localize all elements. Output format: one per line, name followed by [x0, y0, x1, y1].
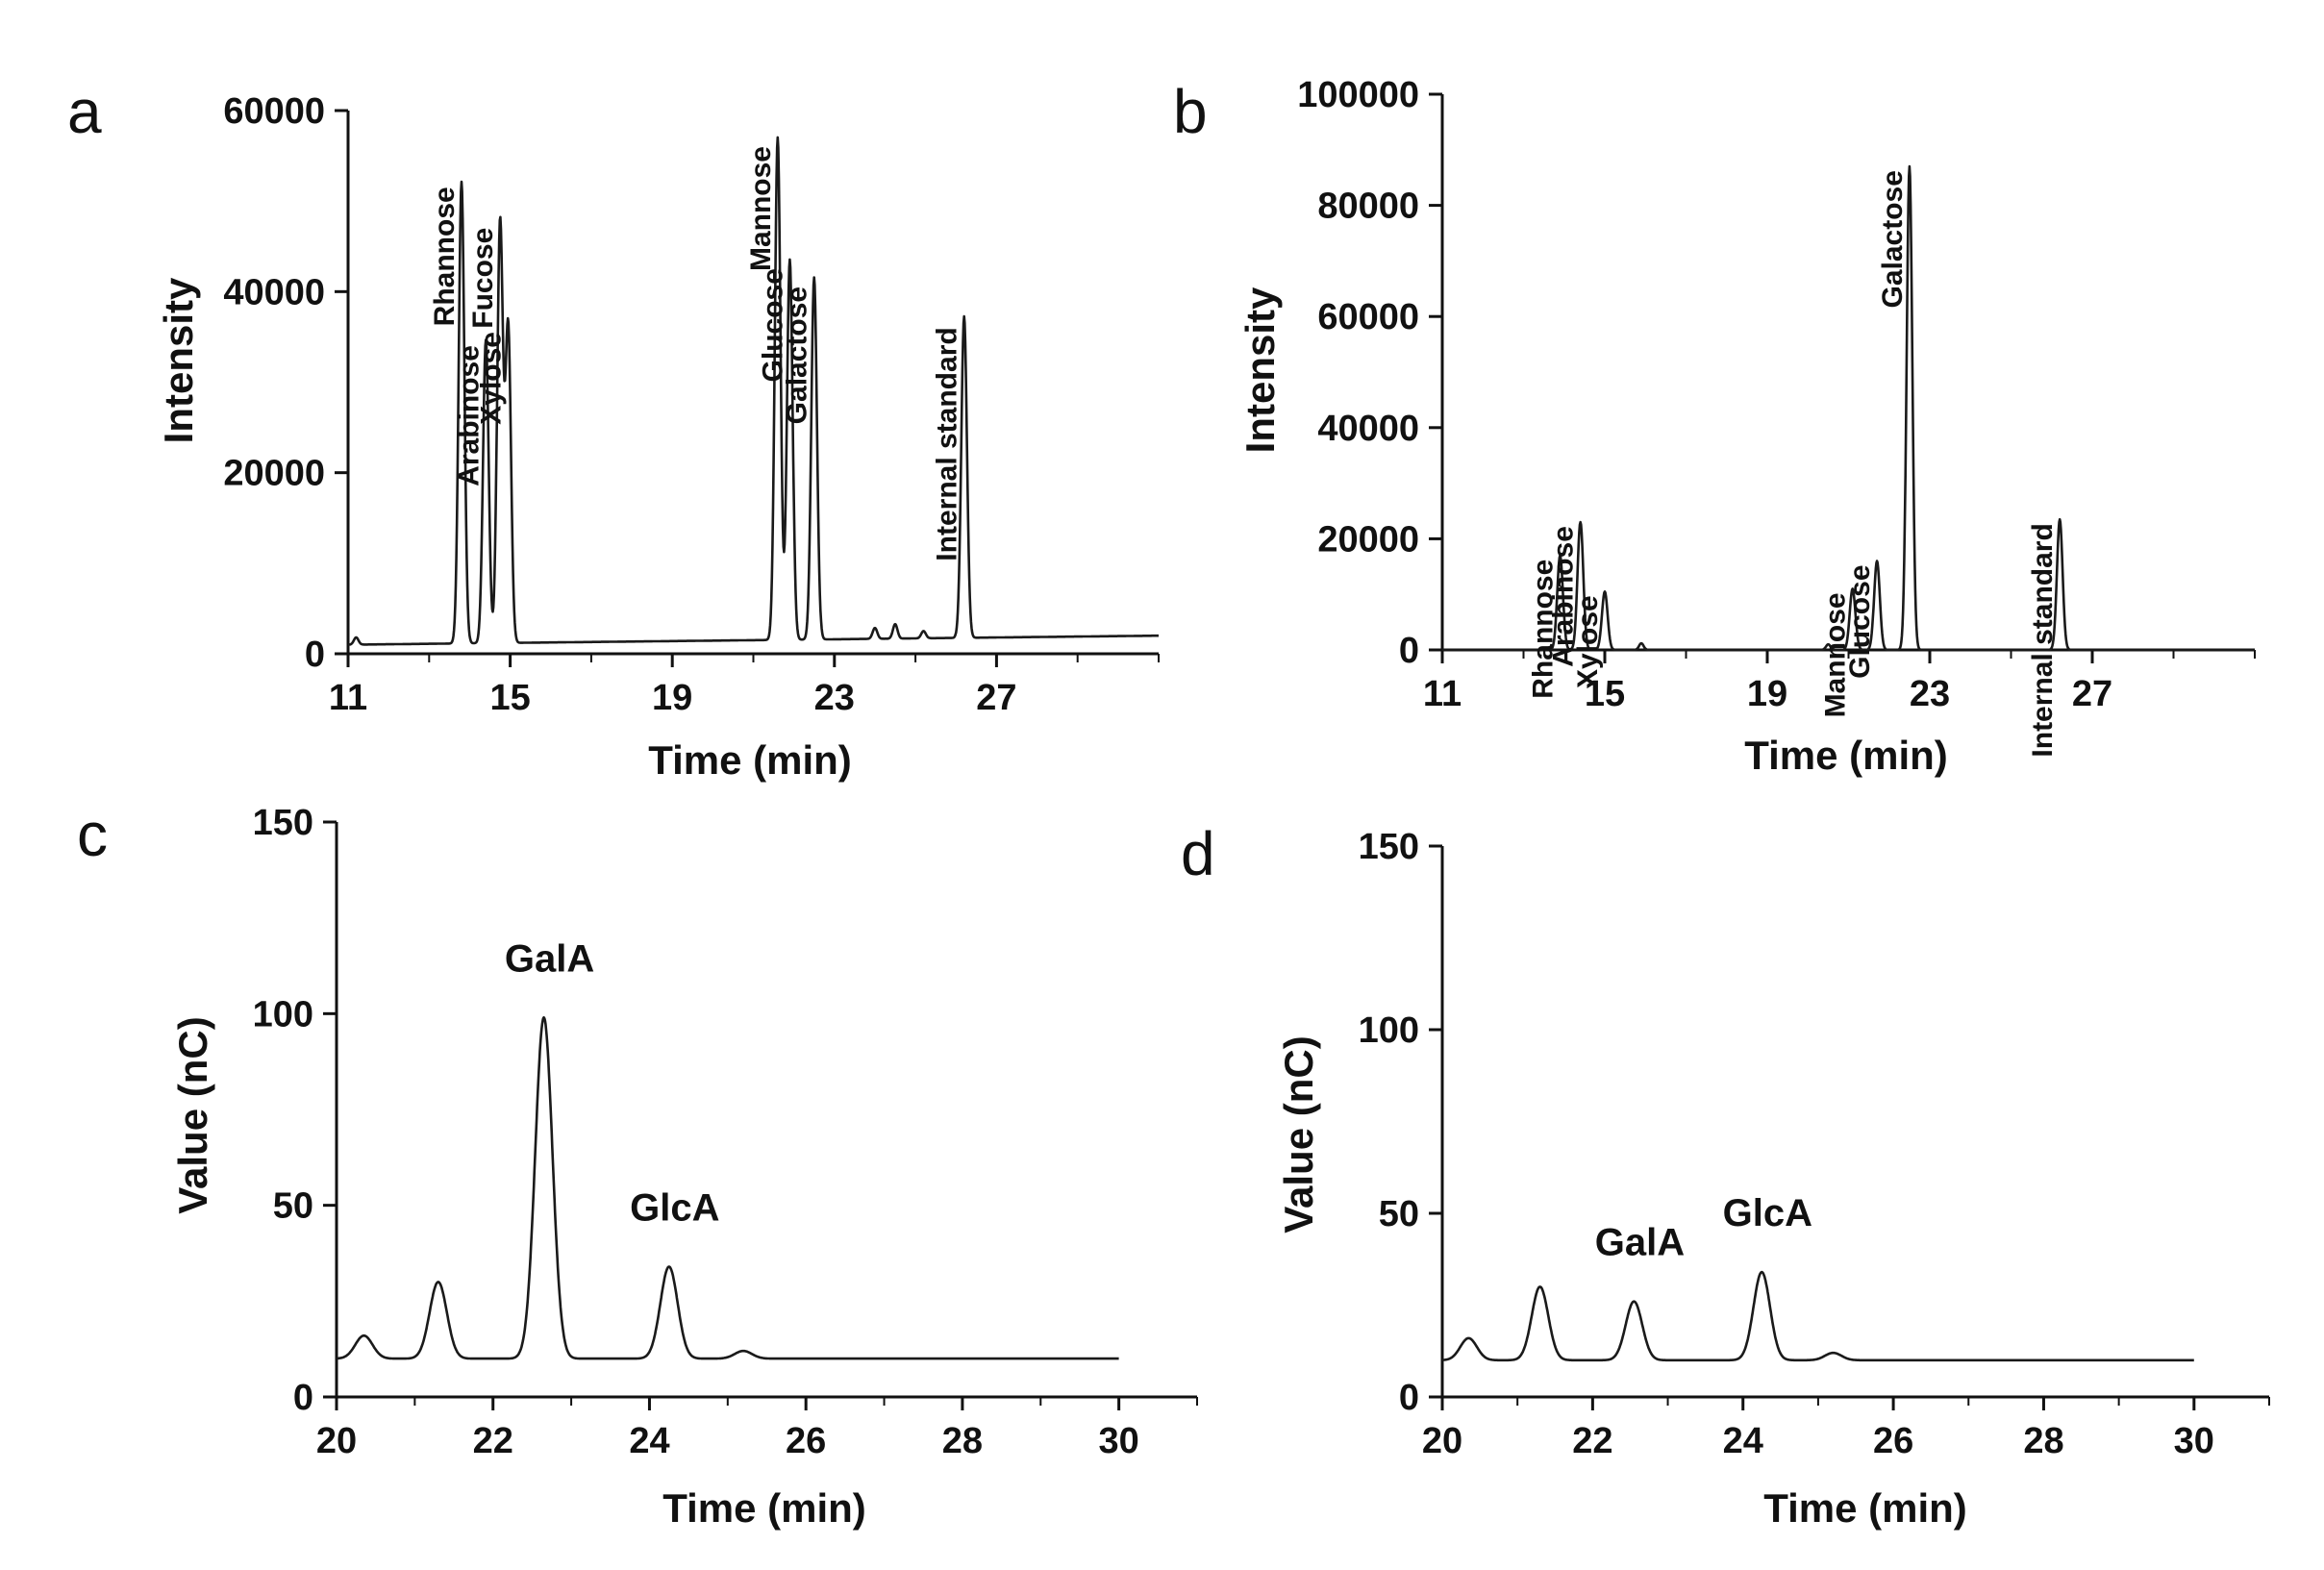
x-axis-label-c: Time (min)	[662, 1485, 866, 1531]
peak-label: Rhannose	[1528, 560, 1560, 699]
x-tick-label: 22	[473, 1421, 513, 1461]
panel-letter-d: d	[1181, 819, 1215, 888]
y-tick-label: 80000	[1317, 187, 1419, 227]
x-tick-label: 15	[489, 678, 530, 718]
x-tick-label: 28	[942, 1421, 983, 1461]
x-tick-label: 27	[2072, 674, 2112, 714]
x-tick-label: 30	[1098, 1421, 1138, 1461]
x-axis-label-d: Time (min)	[1763, 1485, 1967, 1531]
x-axis-ticks-d: 20 22 24 26 28 30	[1422, 1397, 2270, 1461]
x-axis-label-b: Time (min)	[1744, 733, 1948, 778]
panel-c: c 20 22 24 26 28 30 0 50 100 150 GalA GlcA Time (…	[77, 800, 1198, 1531]
chromatogram-trace	[336, 1016, 1120, 1360]
axes-d	[1440, 846, 2269, 1399]
peak-label: Galactose	[1877, 170, 1909, 308]
y-axis-label-c: Value (nC)	[170, 1016, 215, 1213]
trace-c	[336, 1016, 1120, 1360]
y-tick-label: 150	[253, 803, 313, 843]
y-tick-label: 100	[1359, 1010, 1419, 1051]
chromatogram-trace	[1441, 1270, 2195, 1362]
peak-label: Internal standard	[932, 327, 963, 561]
peak-label: Glucose	[1844, 565, 1876, 679]
y-tick-label: 20000	[1317, 519, 1419, 560]
x-tick-label: 28	[2023, 1421, 2063, 1461]
y-axis-ticks-d: 0 50 100 150	[1359, 827, 1442, 1418]
x-axis-ticks-c: 20 22 24 26 28 30	[316, 1397, 1198, 1461]
peak-label: Xylose	[1572, 595, 1604, 688]
panel-letter-c: c	[77, 800, 108, 869]
y-tick-label: 60000	[223, 91, 325, 132]
y-tick-label: 40000	[1317, 409, 1419, 449]
y-axis-label-d: Value (nC)	[1276, 1035, 1321, 1233]
y-tick-label: 60000	[1317, 297, 1419, 337]
x-tick-label: 19	[1747, 674, 1787, 714]
chromatogram-trace	[347, 136, 1160, 646]
x-tick-label: 11	[329, 678, 367, 718]
y-tick-label: 0	[1399, 1378, 1419, 1418]
y-tick-label: 50	[1379, 1194, 1419, 1234]
y-axis-label-b: Intensity	[1237, 287, 1283, 453]
panel-a: a 11 15 19 23 27 0 20000 40000 60000 Rhannose Ar…	[67, 77, 1160, 783]
x-tick-label: 23	[1910, 674, 1950, 714]
x-tick-label: 24	[629, 1421, 669, 1461]
peak-label: GlcA	[1723, 1192, 1812, 1234]
x-tick-label: 20	[1422, 1421, 1462, 1461]
x-axis-ticks-b: 11 15 19 23 27	[1423, 650, 2256, 714]
y-tick-label: 20000	[223, 454, 325, 494]
y-tick-label: 100	[253, 994, 313, 1034]
peak-labels-d: GalA GlcA	[1595, 1192, 1812, 1264]
panel-b: b 11 15 19 23 27 0 20000 40000 60000 80000 100000…	[1173, 75, 2256, 778]
peak-label: Galactose	[782, 287, 813, 424]
y-tick-label: 0	[293, 1378, 313, 1418]
peak-label: GalA	[1595, 1222, 1685, 1264]
y-axis-ticks-a: 0 20000 40000 60000	[223, 91, 348, 675]
x-tick-label: 15	[1585, 674, 1625, 714]
y-axis-ticks-c: 0 50 100 150	[253, 803, 337, 1418]
peak-label: GalA	[505, 937, 594, 980]
x-tick-label: 26	[786, 1421, 826, 1461]
x-tick-label: 27	[976, 678, 1016, 718]
x-tick-label: 22	[1572, 1421, 1612, 1461]
panel-letter-b: b	[1173, 77, 1208, 146]
peak-labels-c: GalA GlcA	[505, 937, 720, 1229]
x-axis-ticks-a: 11 15 19 23 27	[329, 654, 1160, 718]
trace-b	[1441, 164, 2256, 652]
y-tick-label: 100000	[1297, 75, 1419, 115]
chromatogram-trace	[1441, 164, 2256, 652]
axes-a	[346, 111, 1159, 656]
peak-label: Fucose	[467, 228, 499, 329]
x-tick-label: 23	[814, 678, 855, 718]
panel-d: d 20 22 24 26 28 30 0 50 100 150 GalA GlcA Time (…	[1181, 819, 2270, 1531]
trace-a	[347, 136, 1160, 646]
x-tick-label: 20	[316, 1421, 357, 1461]
y-tick-label: 0	[1399, 631, 1419, 671]
x-tick-label: 30	[2174, 1421, 2214, 1461]
y-axis-label-a: Intensity	[156, 277, 201, 443]
y-tick-label: 0	[305, 635, 325, 675]
axes-c	[335, 822, 1197, 1399]
x-axis-label-a: Time (min)	[648, 737, 852, 783]
peak-label: Rhannose	[429, 187, 461, 326]
peak-label: Internal standard	[2027, 523, 2059, 757]
y-axis-ticks-b: 0 20000 40000 60000 80000 100000	[1297, 75, 1442, 671]
x-tick-label: 26	[1873, 1421, 1913, 1461]
panel-letter-a: a	[67, 77, 102, 146]
peak-label: Xylose	[476, 332, 508, 425]
y-tick-label: 40000	[223, 272, 325, 312]
x-tick-label: 24	[1723, 1421, 1763, 1461]
peak-label: Arabinose	[1548, 526, 1580, 667]
trace-d	[1441, 1270, 2195, 1362]
x-tick-label: 11	[1423, 674, 1462, 714]
peak-label: Mannose	[1820, 592, 1852, 717]
x-tick-label: 19	[652, 678, 692, 718]
peak-label: Arabinose	[453, 345, 485, 486]
y-tick-label: 150	[1359, 827, 1419, 867]
peak-label: GlcA	[630, 1187, 719, 1230]
y-tick-label: 50	[273, 1186, 313, 1227]
peak-label: Mannose	[745, 146, 777, 271]
peak-label: Glucose	[757, 268, 788, 382]
